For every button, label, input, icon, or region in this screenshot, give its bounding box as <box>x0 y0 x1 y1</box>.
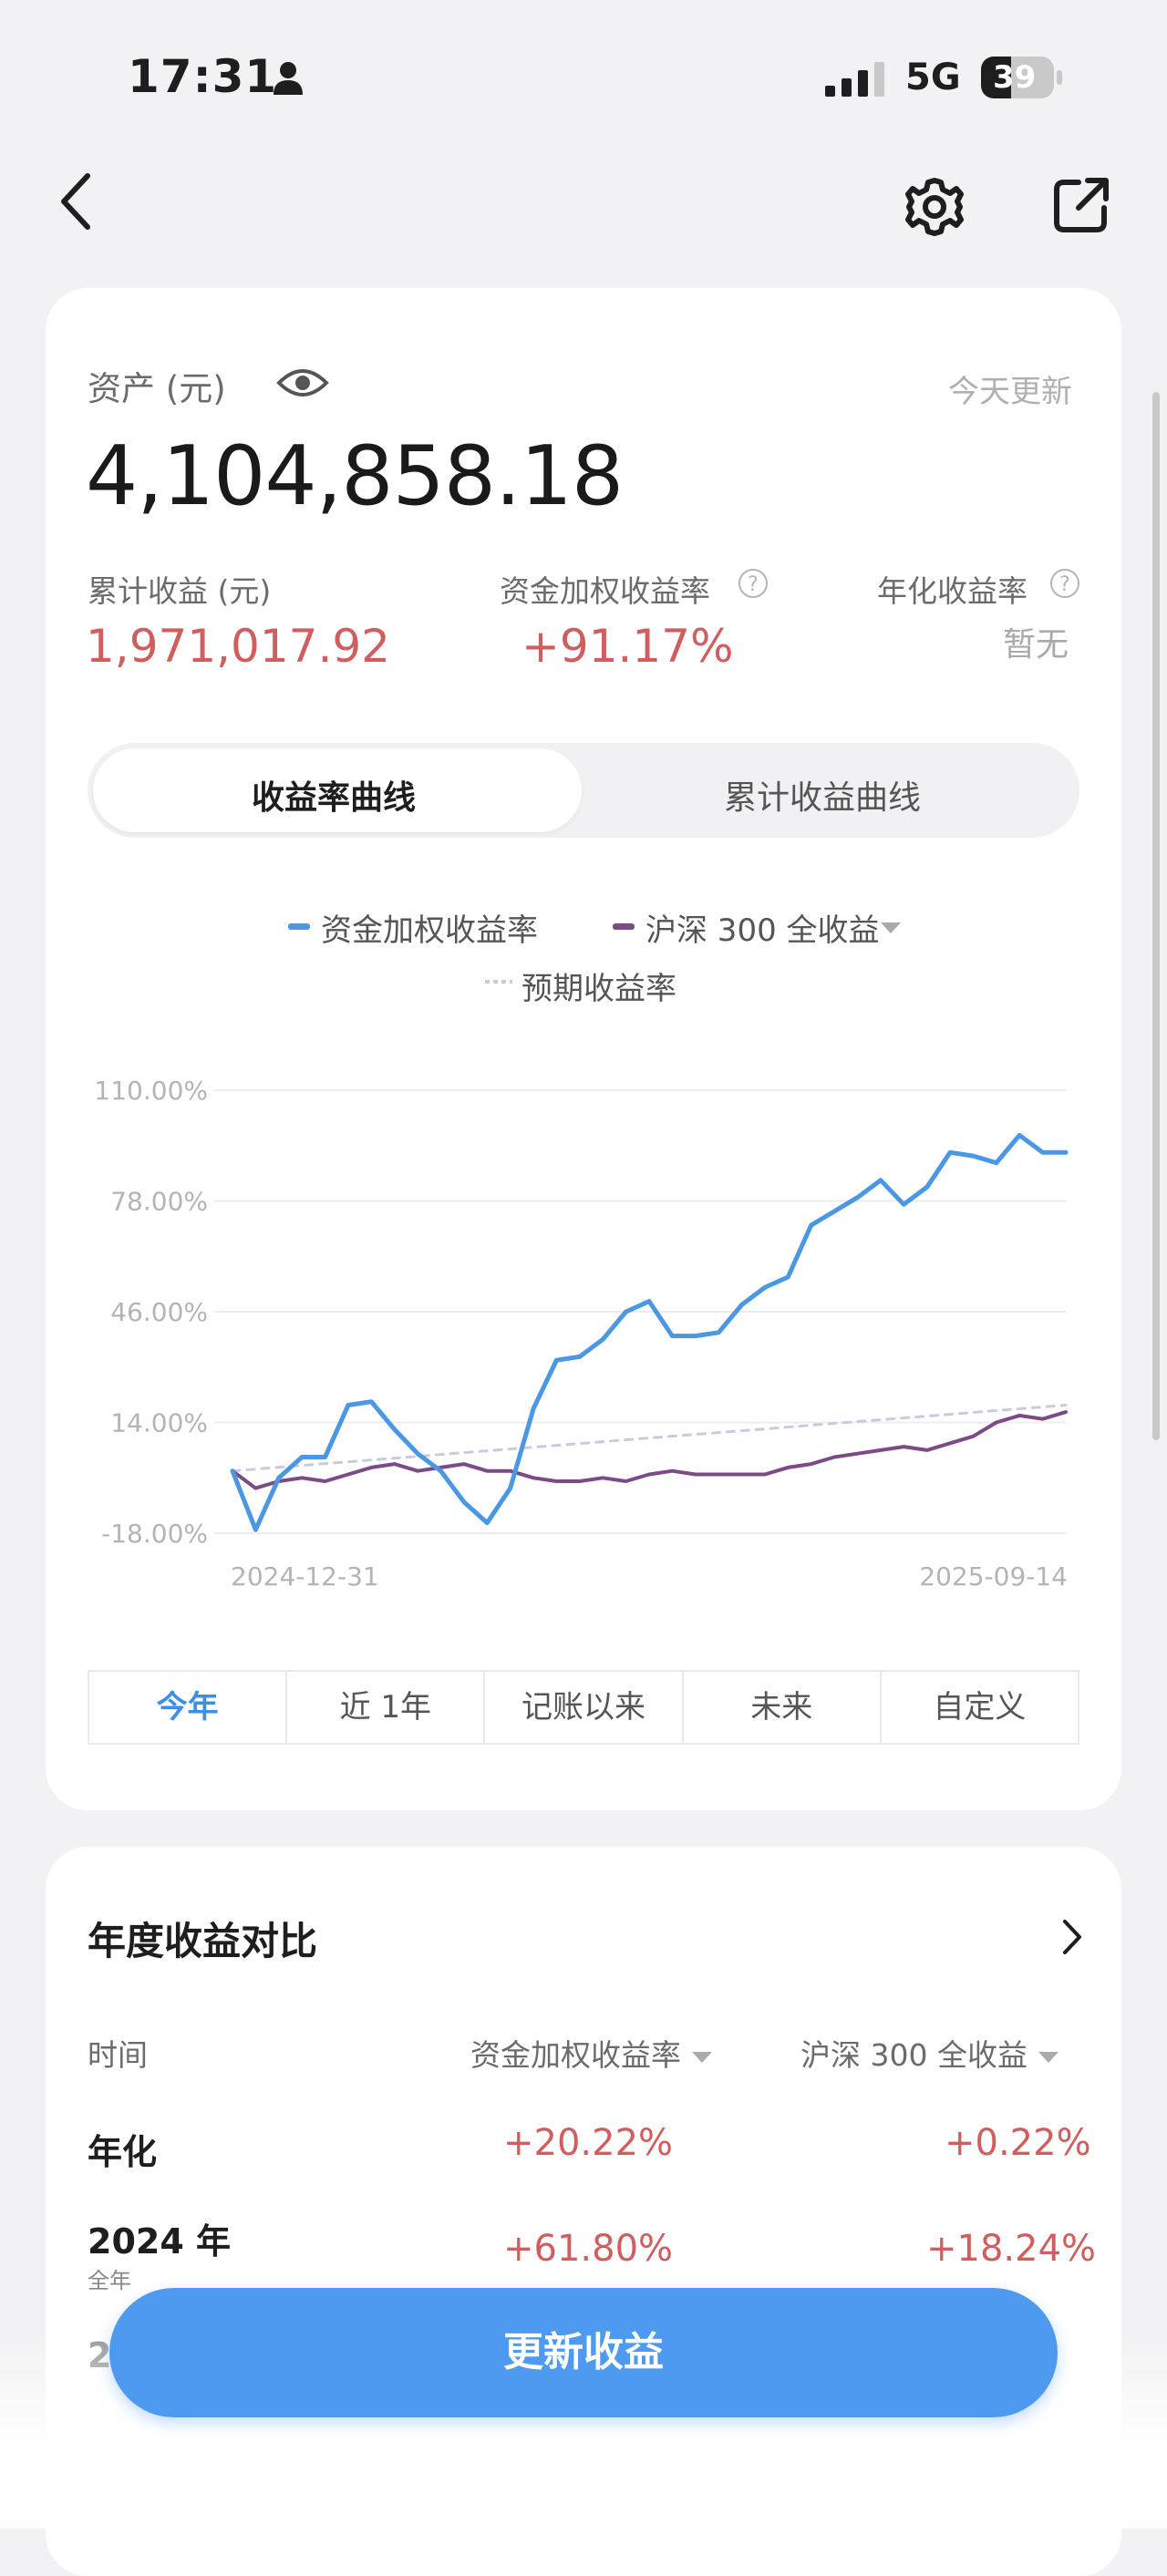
annualized-return-value: 暂无 <box>1003 626 1069 664</box>
chevron-right-icon[interactable] <box>1058 1914 1085 1960</box>
dropdown-triangle-icon <box>692 2051 712 2063</box>
x-start-label: 2024-12-31 <box>231 1561 379 1592</box>
annual-comparison-title: 年度收益对比 <box>88 1919 318 1963</box>
x-end-label: 2025-09-14 <box>919 1561 1068 1592</box>
y-tick-label: -18.00% <box>101 1519 208 1549</box>
row-hs300-value: +18.24% <box>926 2228 1097 2270</box>
gear-icon[interactable] <box>903 175 966 239</box>
share-icon[interactable] <box>1051 175 1111 235</box>
y-tick-label: 78.00% <box>110 1187 208 1217</box>
legend-hs300[interactable]: 沪深 300 全收益 <box>645 912 880 949</box>
battery-icon: 39 <box>980 56 1064 99</box>
row-hs300-value: +0.22% <box>945 2122 1091 2164</box>
range-future[interactable]: 未来 <box>684 1672 882 1743</box>
asset-label: 资产 (元) <box>88 369 226 408</box>
person-icon <box>274 62 303 95</box>
updated-label: 今天更新 <box>948 374 1072 410</box>
expected-return-line <box>231 1404 1068 1473</box>
row-label: 年化 <box>88 2132 158 2172</box>
cumulative-return-label: 累计收益 (元) <box>88 573 272 609</box>
range-since-start[interactable]: 记账以来 <box>485 1672 684 1743</box>
asset-value: 4,104,858.18 <box>86 428 624 524</box>
help-icon[interactable]: ? <box>738 569 768 598</box>
range-selector: 今年 近 1年 记账以来 未来 自定义 <box>88 1670 1079 1745</box>
update-returns-button[interactable]: 更新收益 <box>109 2288 1058 2417</box>
y-tick-label: 14.00% <box>110 1408 208 1438</box>
status-time: 17:31 <box>128 50 278 103</box>
col-hs300-header[interactable]: 沪深 300 全收益 <box>800 2031 1059 2075</box>
scrollbar[interactable] <box>1152 392 1160 1440</box>
dropdown-triangle-icon[interactable] <box>881 922 901 933</box>
weighted-return-label: 资金加权收益率 <box>500 573 710 609</box>
col-weighted-header-label: 资金加权收益率 <box>470 2037 681 2073</box>
tab-cumulative-curve[interactable]: 累计收益曲线 <box>724 779 922 817</box>
return-chart: 110.00% 78.00% 46.00% 14.00% -18.00% 2024-12-… <box>94 1076 1069 1592</box>
battery-level: 39 <box>993 59 1037 96</box>
y-tick-label: 46.00% <box>110 1297 208 1327</box>
eye-icon[interactable] <box>275 359 330 407</box>
hs300-line <box>231 1410 1068 1490</box>
range-custom[interactable]: 自定义 <box>933 1689 1027 1726</box>
legend-swatch-hs300 <box>613 923 635 930</box>
back-arrow-icon[interactable] <box>55 169 100 234</box>
row-sublabel: 全年 <box>88 2268 131 2293</box>
legend-weighted: 资金加权收益率 <box>321 912 538 949</box>
legend-swatch-weighted <box>288 923 310 930</box>
col-time-header: 时间 <box>88 2037 148 2073</box>
col-hs300-header-label: 沪深 300 全收益 <box>800 2037 1028 2073</box>
legend-expected: 预期收益率 <box>522 971 676 1007</box>
row-label: 2024 年 <box>88 2221 231 2262</box>
dropdown-triangle-icon <box>1038 2051 1059 2063</box>
tab-return-curve[interactable] <box>93 748 582 832</box>
range-this-year[interactable]: 今年 <box>89 1672 288 1743</box>
asset-card <box>46 288 1121 1810</box>
col-weighted-header[interactable]: 资金加权收益率 <box>470 2031 712 2075</box>
range-last-year[interactable]: 近 1年 <box>287 1672 486 1743</box>
row-weighted-value: +61.80% <box>503 2228 674 2270</box>
help-icon[interactable]: ? <box>1050 569 1079 598</box>
tab-return-curve-label[interactable]: 收益率曲线 <box>252 779 417 817</box>
network-type: 5G <box>905 57 961 98</box>
signal-icon <box>825 62 884 97</box>
row-weighted-value: +20.22% <box>503 2122 674 2164</box>
legend-swatch-expected <box>485 980 512 984</box>
annualized-return-label: 年化收益率 <box>877 573 1028 609</box>
weighted-return-value: +91.17% <box>522 620 734 673</box>
weighted-return-line <box>230 1132 1069 1532</box>
cumulative-return-value: 1,971,017.92 <box>86 620 390 673</box>
y-tick-label: 110.00% <box>94 1076 208 1106</box>
